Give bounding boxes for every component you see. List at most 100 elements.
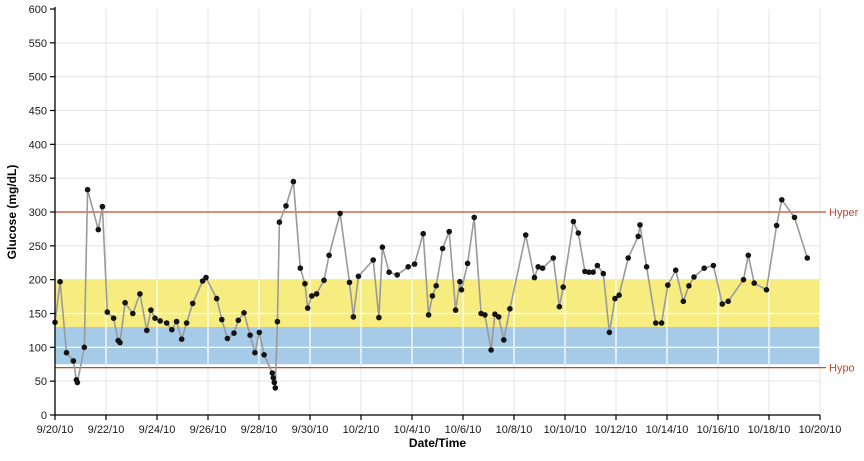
data-point [719, 301, 726, 307]
data-point [725, 298, 731, 305]
x-axis-title: Date/Time [409, 436, 466, 450]
data-point [745, 252, 752, 259]
data-point [70, 358, 77, 364]
data-point [570, 218, 577, 225]
data-point [386, 269, 392, 276]
data-point [321, 277, 327, 284]
data-point [304, 305, 311, 311]
data-point [346, 279, 353, 286]
data-point [57, 278, 63, 285]
data-point [773, 222, 780, 229]
data-point [235, 317, 242, 324]
data-point [213, 295, 220, 302]
x-tick-label: 10/4/10 [394, 424, 431, 436]
data-point [152, 315, 158, 322]
y-tick-label: 100 [29, 342, 47, 354]
data-point [163, 320, 170, 326]
data-point [274, 318, 281, 325]
data-point [433, 283, 440, 289]
ref-label-hyper: Hyper [829, 207, 859, 219]
y-tick-label: 150 [29, 309, 47, 321]
data-point [350, 314, 357, 320]
x-tick-label: 10/6/10 [445, 424, 482, 436]
data-point [231, 330, 237, 336]
data-point [575, 230, 582, 236]
y-tick-label: 500 [29, 72, 47, 84]
data-point [63, 349, 70, 356]
data-point [81, 344, 88, 351]
data-point [590, 269, 596, 276]
data-point [269, 370, 276, 376]
data-point [84, 186, 91, 193]
data-point [763, 287, 770, 293]
data-point [270, 375, 277, 381]
data-point [199, 278, 206, 284]
data-point [606, 329, 613, 336]
data-point [183, 320, 190, 326]
data-point [616, 292, 622, 299]
x-tick-label: 9/30/10 [292, 424, 329, 436]
data-point [600, 270, 607, 277]
y-tick-label: 450 [29, 106, 47, 118]
data-point [637, 222, 643, 228]
data-point [219, 316, 225, 323]
data-point [686, 283, 692, 289]
data-point [439, 245, 446, 252]
y-tick-label: 350 [29, 173, 47, 185]
data-point [710, 262, 717, 269]
data-point [635, 233, 641, 240]
y-tick-label: 550 [29, 38, 47, 50]
data-point [241, 310, 247, 316]
y-tick-label: 250 [29, 241, 47, 253]
data-point [458, 287, 465, 293]
x-tick-label: 10/16/10 [697, 424, 740, 436]
data-point [594, 262, 601, 269]
y-axis-title: Glucose (mg/dL) [5, 165, 19, 260]
data-point [252, 349, 258, 356]
target-band-blue [55, 327, 820, 365]
data-point [429, 293, 436, 299]
data-point [276, 219, 283, 225]
data-point [302, 280, 308, 287]
data-point [612, 295, 618, 302]
data-point [586, 269, 592, 276]
data-point [405, 264, 412, 270]
data-point [539, 265, 546, 272]
data-point [189, 300, 196, 307]
ref-label-hypo: Hypo [829, 363, 855, 375]
data-point [290, 178, 297, 185]
data-point [173, 318, 180, 325]
data-point [297, 265, 304, 272]
data-point [117, 339, 123, 346]
data-point [104, 309, 111, 315]
data-point [751, 280, 757, 286]
data-point [457, 278, 463, 285]
data-point [779, 197, 785, 203]
data-point [501, 337, 507, 343]
data-point [701, 265, 707, 272]
data-point [148, 307, 154, 313]
data-point [379, 244, 386, 250]
data-point [495, 314, 502, 320]
data-point [452, 307, 459, 313]
data-point [653, 320, 659, 326]
data-point [224, 335, 231, 342]
data-point [556, 303, 563, 310]
data-point [691, 274, 697, 280]
data-point [522, 232, 529, 238]
data-point [804, 255, 811, 261]
data-point [672, 267, 679, 274]
data-point [376, 314, 382, 321]
data-point [178, 336, 185, 343]
data-point [256, 329, 263, 336]
data-point [271, 379, 278, 386]
data-point [283, 203, 289, 209]
data-point [550, 255, 557, 261]
data-point [337, 210, 343, 217]
y-tick-label: 600 [29, 4, 47, 16]
data-point [560, 284, 566, 290]
data-point [203, 274, 209, 281]
data-point [309, 293, 315, 299]
data-point [157, 318, 163, 324]
